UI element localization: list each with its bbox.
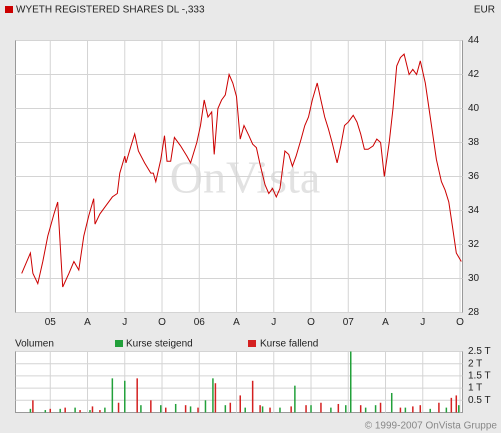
volume-bar [184,405,187,413]
volume-bar [379,402,382,413]
volume-bar [429,408,431,413]
volume-bar [294,385,296,413]
volume-bar [261,406,264,413]
volume-bar [305,405,307,413]
volume-bar [259,405,261,413]
volume-bar [104,407,106,413]
y-tick-label: 42 [468,69,480,80]
volume-bar [89,410,91,413]
title-swatch [5,6,13,13]
x-tick-label: O [456,317,464,328]
volume-bar [290,406,292,413]
volume-bar [59,408,61,413]
y-tick-label: 36 [468,171,480,182]
volume-bar [124,380,126,413]
volume-bar [374,405,377,413]
volume-bar [337,403,340,413]
y-tick-label: 1 T [468,383,482,394]
volume-bar [64,407,66,413]
volume-title: Volumen [15,339,54,350]
x-tick-label: A [233,317,240,328]
volume-bar [244,407,246,413]
y-tick-label: 2.5 T [468,346,491,357]
x-tick-label: J [420,317,425,328]
chart-title: WYETH REGISTERED SHARES DL -,333 [16,5,205,16]
volume-bar [212,378,214,413]
volume-bar [214,383,217,413]
volume-bar [140,405,142,413]
y-tick-label: 32 [468,239,480,250]
volume-bar [390,392,393,413]
volume-bar [164,407,167,413]
volume-bar [49,408,52,413]
volume-bar [269,407,271,413]
volume-bar [310,405,312,413]
volume-bar [229,402,232,413]
x-tick-label: J [271,317,276,328]
volume-bar [364,407,367,413]
volume-bar [404,407,407,413]
y-tick-label: 28 [468,307,480,318]
volume-bar [458,405,460,413]
volume-bar [438,402,440,413]
x-tick-label: 05 [45,317,57,328]
volume-bar [320,402,322,413]
y-tick-label: 40 [468,103,480,114]
volume-bar [79,410,81,413]
volume-bar [455,395,458,413]
price-line [21,53,462,288]
currency: EUR [474,5,495,16]
volume-bar [29,408,32,413]
x-tick-label: A [382,317,389,328]
y-tick-label: 0.5 T [468,395,491,406]
x-tick-label: O [307,317,315,328]
volume-bar [279,407,281,413]
volume-bar [419,405,422,413]
volume-bar [160,405,162,413]
volume-bar [74,407,76,413]
volume-bar [445,407,448,413]
volume-bar [330,407,332,413]
volume-bar [197,407,199,413]
volume-bar [204,400,207,413]
volume-bar [350,351,352,413]
volume-bar [99,410,101,413]
volume-bar [44,410,47,413]
volume-bar [174,403,177,413]
volume-bar [32,400,34,413]
y-tick-label: 30 [468,273,480,284]
volume-bar [224,405,227,413]
legend-label: Kurse fallend [260,339,318,350]
y-tick-label: 44 [468,35,480,46]
y-tick-label: 38 [468,137,480,148]
legend-label: Kurse steigend [126,339,193,350]
y-tick-label: 34 [468,205,480,216]
volume-bar [111,378,114,413]
volume-bar [239,395,241,413]
volume-bar [345,405,347,413]
volume-bar [117,402,120,413]
volume-bar [136,378,138,413]
volume-bar [150,400,152,413]
legend-swatch [115,340,123,347]
x-tick-label: J [122,317,127,328]
x-tick-label: A [84,317,91,328]
x-tick-label: 06 [194,317,206,328]
volume-plot [15,351,463,413]
y-tick-label: 1.5 T [468,371,491,382]
watermark: OnVista [170,152,321,203]
legend-swatch [248,340,256,347]
volume-bar [450,397,453,413]
x-tick-label: O [158,317,166,328]
volume-bar [359,405,362,413]
volume-bar [412,406,414,413]
y-tick-label: 2 T [468,358,482,369]
volume-bar [399,407,402,413]
volume-bar [251,380,254,413]
volume-bar [189,406,192,413]
x-tick-label: 07 [343,317,355,328]
footer: © 1999-2007 OnVista Gruppe [365,421,498,432]
volume-bar [91,406,94,413]
